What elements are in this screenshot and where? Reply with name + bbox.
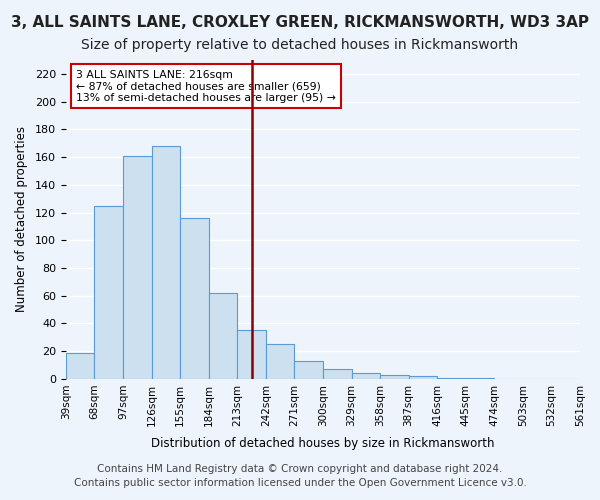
Text: Size of property relative to detached houses in Rickmansworth: Size of property relative to detached ho… <box>82 38 518 52</box>
Bar <box>380 374 409 379</box>
Bar <box>266 344 295 379</box>
Bar <box>437 378 466 379</box>
X-axis label: Distribution of detached houses by size in Rickmansworth: Distribution of detached houses by size … <box>151 437 495 450</box>
Bar <box>323 369 352 379</box>
Bar <box>237 330 266 379</box>
Text: 3 ALL SAINTS LANE: 216sqm
← 87% of detached houses are smaller (659)
13% of semi: 3 ALL SAINTS LANE: 216sqm ← 87% of detac… <box>76 70 336 103</box>
Y-axis label: Number of detached properties: Number of detached properties <box>15 126 28 312</box>
Bar <box>409 376 437 379</box>
Bar <box>94 206 123 379</box>
Bar <box>295 361 323 379</box>
Text: 3, ALL SAINTS LANE, CROXLEY GREEN, RICKMANSWORTH, WD3 3AP: 3, ALL SAINTS LANE, CROXLEY GREEN, RICKM… <box>11 15 589 30</box>
Bar <box>209 293 237 379</box>
Bar <box>352 374 380 379</box>
Bar <box>123 156 152 379</box>
Bar <box>152 146 180 379</box>
Bar <box>66 352 94 379</box>
Text: Contains HM Land Registry data © Crown copyright and database right 2024.
Contai: Contains HM Land Registry data © Crown c… <box>74 464 526 487</box>
Bar <box>466 378 494 379</box>
Bar <box>180 218 209 379</box>
